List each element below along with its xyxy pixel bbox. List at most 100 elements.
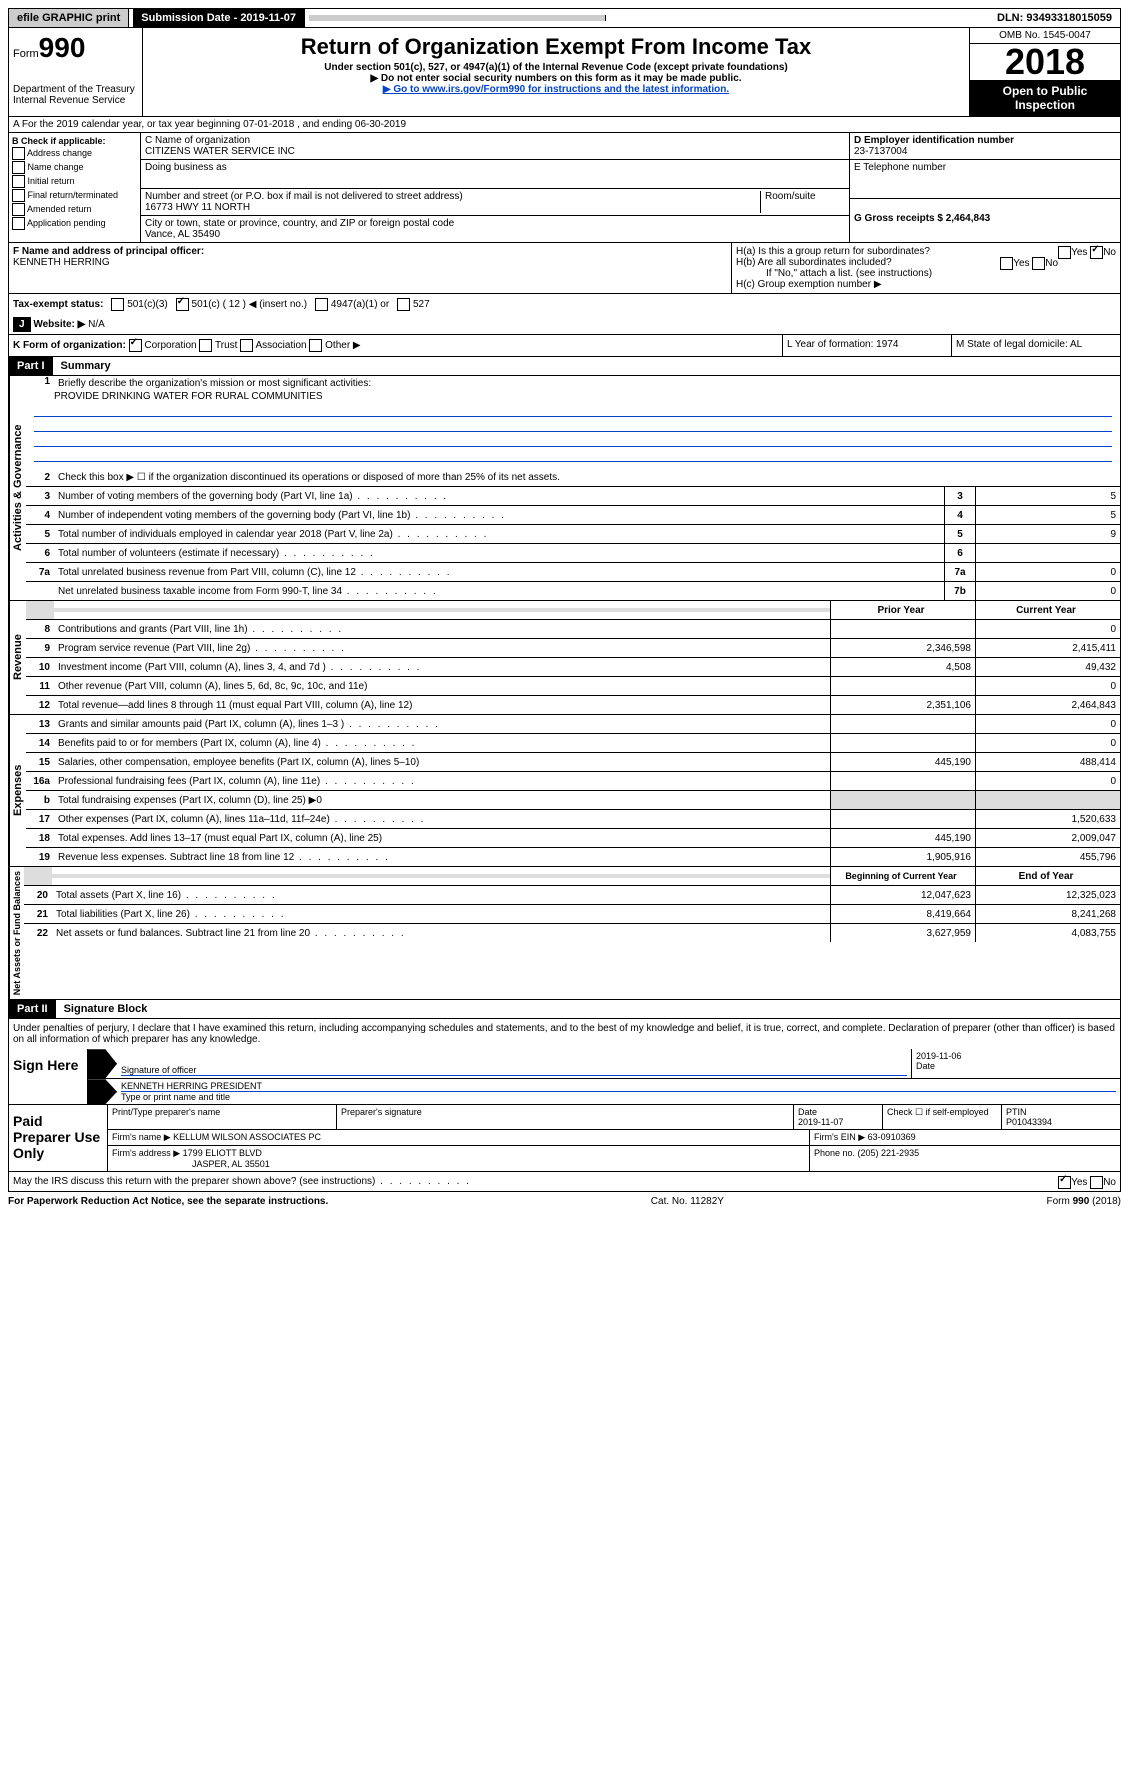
line6-val <box>975 544 1120 562</box>
line10-text: Investment income (Part VIII, column (A)… <box>54 660 830 675</box>
paid-preparer-block: Paid Preparer Use Only Print/Type prepar… <box>8 1105 1121 1172</box>
cb-name-change[interactable]: Name change <box>12 161 137 174</box>
firm-city: JASPER, AL 35501 <box>112 1159 805 1169</box>
line2-text: Check this box ▶ ☐ if the organization d… <box>54 470 1120 485</box>
row-a-tax-year: A For the 2019 calendar year, or tax yea… <box>8 117 1121 133</box>
part2-header-row: Part II Signature Block <box>8 1000 1121 1019</box>
line3-val: 5 <box>975 487 1120 505</box>
end-year-header: End of Year <box>975 867 1120 885</box>
part2-title: Signature Block <box>56 1003 148 1015</box>
section-bcde: B Check if applicable: Address change Na… <box>8 133 1121 243</box>
line5-val: 9 <box>975 525 1120 543</box>
line16a-text: Professional fundraising fees (Part IX, … <box>54 774 830 789</box>
row-fh: F Name and address of principal officer:… <box>8 243 1121 294</box>
line9-text: Program service revenue (Part VIII, line… <box>54 641 830 656</box>
cb-amended[interactable]: Amended return <box>12 203 137 216</box>
website-value: N/A <box>88 319 105 330</box>
ein-label: D Employer identification number <box>854 135 1116 146</box>
self-employed-check[interactable]: Check ☐ if self-employed <box>883 1105 1002 1129</box>
mission-text: PROVIDE DRINKING WATER FOR RURAL COMMUNI… <box>26 391 1120 402</box>
cb-initial-return[interactable]: Initial return <box>12 175 137 188</box>
discuss-row: May the IRS discuss this return with the… <box>8 1172 1121 1192</box>
part1-header: Part I <box>9 357 53 375</box>
irs-link[interactable]: ▶ Go to www.irs.gov/Form990 for instruct… <box>383 84 729 95</box>
irs-label: Internal Revenue Service <box>13 95 138 106</box>
line4-text: Number of independent voting members of … <box>54 508 944 523</box>
part1-title: Summary <box>53 360 111 372</box>
cb-pending[interactable]: Application pending <box>12 217 137 230</box>
part2-header: Part II <box>9 1000 56 1018</box>
row-klm: K Form of organization: Corporation Trus… <box>8 335 1121 357</box>
j-label: J <box>13 317 31 332</box>
line15-text: Salaries, other compensation, employee b… <box>54 755 830 770</box>
prep-sig-label: Preparer's signature <box>337 1105 794 1129</box>
col-c-org-info: C Name of organization CITIZENS WATER SE… <box>141 133 849 242</box>
phone-label: E Telephone number <box>854 162 1116 173</box>
firm-phone: Phone no. (205) 221-2935 <box>810 1146 1120 1171</box>
expenses-section: Expenses 13 Grants and similar amounts p… <box>8 715 1121 867</box>
line16b-text: Total fundraising expenses (Part IX, col… <box>54 793 830 808</box>
net-assets-section: Net Assets or Fund Balances Beginning of… <box>8 867 1121 1000</box>
prep-name-label: Print/Type preparer's name <box>108 1105 337 1129</box>
form-title: Return of Organization Exempt From Incom… <box>147 34 965 60</box>
firm-name: KELLUM WILSON ASSOCIATES PC <box>173 1132 321 1142</box>
form-header: Form990 Department of the Treasury Inter… <box>8 28 1121 117</box>
year-formation: L Year of formation: 1974 <box>783 335 952 356</box>
dba-label: Doing business as <box>145 162 845 173</box>
line19-text: Revenue less expenses. Subtract line 18 … <box>54 850 830 865</box>
cb-final-return[interactable]: Final return/terminated <box>12 189 137 202</box>
type-name-label: Type or print name and title <box>121 1092 1116 1102</box>
submission-date: Submission Date - 2019-11-07 <box>133 9 305 27</box>
vert-revenue: Revenue <box>9 601 26 714</box>
org-name-label: C Name of organization <box>145 135 845 146</box>
subtitle-2: ▶ Do not enter social security numbers o… <box>147 73 965 84</box>
revenue-section: Revenue Prior Year Current Year 8 Contri… <box>8 601 1121 715</box>
top-bar: efile GRAPHIC print Submission Date - 20… <box>8 8 1121 28</box>
dln: DLN: 93493318015059 <box>989 9 1120 27</box>
subtitle-3: ▶ Go to www.irs.gov/Form990 for instruct… <box>147 84 965 95</box>
line13-text: Grants and similar amounts paid (Part IX… <box>54 717 830 732</box>
hc-group-exemption: H(c) Group exemption number ▶ <box>736 279 1116 290</box>
efile-button[interactable]: efile GRAPHIC print <box>9 9 129 27</box>
city-state-zip: Vance, AL 35490 <box>145 229 845 240</box>
line8-text: Contributions and grants (Part VIII, lin… <box>54 622 830 637</box>
city-label: City or town, state or province, country… <box>145 218 845 229</box>
line7b-val: 0 <box>975 582 1120 600</box>
line7a-text: Total unrelated business revenue from Pa… <box>54 565 944 580</box>
line7a-val: 0 <box>975 563 1120 581</box>
prior-year-header: Prior Year <box>830 601 975 619</box>
line22-text: Net assets or fund balances. Subtract li… <box>52 926 830 941</box>
street-address: 16773 HWY 11 NORTH <box>145 202 760 213</box>
vert-expenses: Expenses <box>9 715 26 866</box>
officer-label: F Name and address of principal officer: <box>13 246 727 257</box>
form-990-logo: Form990 <box>13 32 138 64</box>
line5-text: Total number of individuals employed in … <box>54 527 944 542</box>
room-suite-label: Room/suite <box>761 191 845 213</box>
vert-activities: Activities & Governance <box>9 376 26 600</box>
cat-number: Cat. No. 11282Y <box>651 1196 724 1207</box>
line21-text: Total liabilities (Part X, line 26) <box>52 907 830 922</box>
line17-text: Other expenses (Part IX, column (A), lin… <box>54 812 830 827</box>
firm-address: 1799 ELIOTT BLVD <box>183 1148 262 1158</box>
ha-group-return: H(a) Is this a group return for subordin… <box>736 246 1116 257</box>
blank-button <box>309 15 606 21</box>
activities-governance-section: Activities & Governance 1 Briefly descri… <box>8 376 1121 601</box>
officer-name-title: KENNETH HERRING PRESIDENT <box>121 1081 1116 1092</box>
sig-officer-label: Signature of officer <box>121 1065 907 1076</box>
state-domicile: M State of legal domicile: AL <box>952 335 1120 356</box>
firm-ein: Firm's EIN ▶ 63-0910369 <box>810 1130 1120 1145</box>
current-year-header: Current Year <box>975 601 1120 619</box>
date-label: Date <box>916 1061 1116 1071</box>
gross-receipts: G Gross receipts $ 2,464,843 <box>854 213 1116 224</box>
line20-text: Total assets (Part X, line 16) <box>52 888 830 903</box>
row-j-website: J Website: ▶ N/A <box>8 315 1121 335</box>
addr-label: Number and street (or P.O. box if mail i… <box>145 191 760 202</box>
page-footer: For Paperwork Reduction Act Notice, see … <box>8 1192 1121 1211</box>
tax-year: 2018 <box>970 44 1120 80</box>
row-i-tax-status: Tax-exempt status: 501(c)(3) 501(c) ( 12… <box>8 294 1121 315</box>
cb-address-change[interactable]: Address change <box>12 147 137 160</box>
sign-here-label: Sign Here <box>9 1049 88 1104</box>
line3-text: Number of voting members of the governin… <box>54 489 944 504</box>
line18-text: Total expenses. Add lines 13–17 (must eq… <box>54 831 830 846</box>
begin-year-header: Beginning of Current Year <box>830 867 975 885</box>
